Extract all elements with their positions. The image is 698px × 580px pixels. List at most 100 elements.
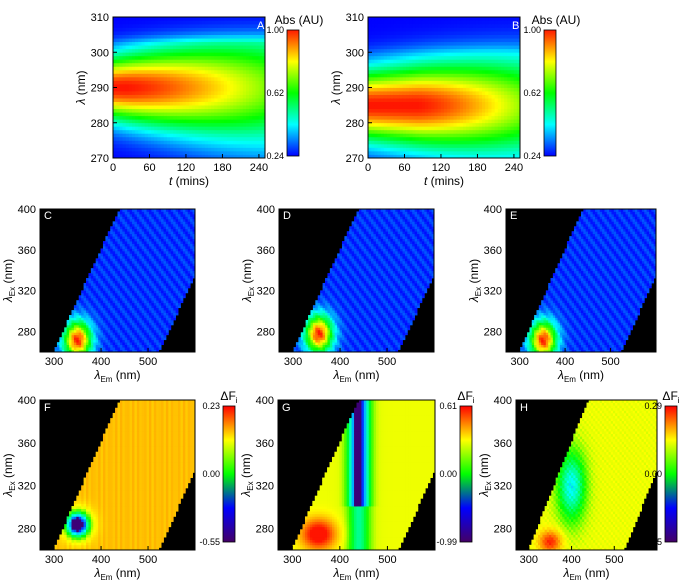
heatmap-cell (119, 140, 123, 144)
heatmap-cell (463, 52, 467, 56)
heatmap-cell (180, 66, 184, 70)
heatmap-cell (378, 112, 382, 116)
heatmap-cell (110, 293, 113, 296)
heatmap-cell (384, 151, 388, 155)
heatmap-cell (176, 56, 180, 60)
heatmap-cell (397, 84, 401, 88)
heatmap-cell (409, 144, 413, 148)
heatmap-cell (233, 140, 237, 144)
heatmap-cell (224, 109, 228, 113)
heatmap-cell (393, 28, 397, 32)
heatmap-cell (81, 330, 84, 333)
heatmap-cell (103, 283, 106, 286)
heatmap-cell (425, 77, 429, 81)
heatmap-cell (259, 52, 263, 56)
heatmap-cell (88, 340, 91, 343)
heatmap-cell (246, 52, 250, 56)
heatmap-cell (466, 70, 470, 74)
heatmap-cell (368, 95, 372, 99)
heatmap-cell (135, 140, 139, 144)
heatmap-cell (176, 98, 180, 102)
x-tick-label: 240 (250, 162, 268, 174)
heatmap-cell (105, 268, 108, 271)
heatmap-cell (397, 144, 401, 148)
heatmap-cell (130, 261, 133, 264)
heatmap-cell (115, 345, 118, 348)
heatmap-cell (400, 42, 404, 46)
heatmap-cell (105, 258, 108, 261)
heatmap-cell (125, 224, 128, 227)
heatmap-cell (180, 123, 184, 127)
heatmap-cell (110, 236, 113, 239)
heatmap-cell (127, 308, 130, 311)
heatmap-cell (110, 234, 113, 237)
heatmap-cell (161, 95, 165, 99)
heatmap-cell (224, 88, 228, 92)
heatmap-cell (243, 59, 247, 63)
heatmap-cell (457, 130, 461, 134)
heatmap-cell (390, 38, 394, 42)
x-tick-label: 60 (398, 162, 410, 174)
heatmap-cell (148, 66, 152, 70)
heatmap-cell (419, 91, 423, 95)
heatmap-cell (170, 140, 174, 144)
heatmap-cell (205, 63, 209, 67)
heatmap-cell (138, 77, 142, 81)
heatmap-cell (252, 126, 256, 130)
heatmap-cell (205, 119, 209, 123)
heatmap-cell (119, 28, 123, 32)
heatmap-cell (148, 105, 152, 109)
heatmap-cell (157, 130, 161, 134)
heatmap-cell (130, 288, 133, 291)
heatmap-cell (501, 35, 505, 39)
heatmap-cell (62, 342, 65, 345)
heatmap-cell (183, 66, 187, 70)
heatmap-cell (105, 322, 108, 325)
heatmap-cell (240, 73, 244, 77)
heatmap-cell (495, 147, 499, 151)
heatmap-cell (195, 91, 199, 95)
heatmap-cell (86, 278, 89, 281)
heatmap-cell (113, 224, 116, 227)
heatmap-cell (67, 347, 70, 350)
heatmap-cell (428, 119, 432, 123)
heatmap-cell (145, 147, 149, 151)
heatmap-cell (384, 133, 388, 137)
heatmap-cell (469, 137, 473, 141)
heatmap-cell (435, 123, 439, 127)
heatmap-cell (142, 77, 146, 81)
heatmap-cell (208, 45, 212, 49)
heatmap-cell (129, 112, 133, 116)
heatmap-cell (237, 130, 241, 134)
heatmap-cell (422, 49, 426, 53)
heatmap-cell (501, 80, 505, 84)
heatmap-cell (116, 126, 120, 130)
heatmap-cell (441, 140, 445, 144)
heatmap-cell (170, 84, 174, 88)
heatmap-cell (498, 91, 502, 95)
heatmap-cell (180, 49, 184, 53)
heatmap-cell (384, 91, 388, 95)
heatmap-cell (412, 140, 416, 144)
heatmap-cell (119, 133, 123, 137)
heatmap-cell (218, 112, 222, 116)
heatmap-cell (428, 84, 432, 88)
heatmap-cell (374, 17, 378, 21)
heatmap-cell (230, 91, 234, 95)
heatmap-cell (419, 116, 423, 120)
heatmap-cell (397, 56, 401, 60)
heatmap-cell (214, 52, 218, 56)
heatmap-cell (501, 77, 505, 81)
heatmap-cell (218, 66, 222, 70)
heatmap-cell (105, 248, 108, 251)
heatmap-cell (180, 42, 184, 46)
heatmap-cell (454, 91, 458, 95)
heatmap-cell (125, 214, 128, 217)
heatmap-cell (113, 52, 117, 56)
heatmap-cell (422, 147, 426, 151)
heatmap-cell (126, 130, 130, 134)
heatmap-cell (252, 59, 256, 63)
heatmap-cell (230, 52, 234, 56)
heatmap-cell (125, 273, 128, 276)
heatmap-cell (259, 59, 263, 63)
